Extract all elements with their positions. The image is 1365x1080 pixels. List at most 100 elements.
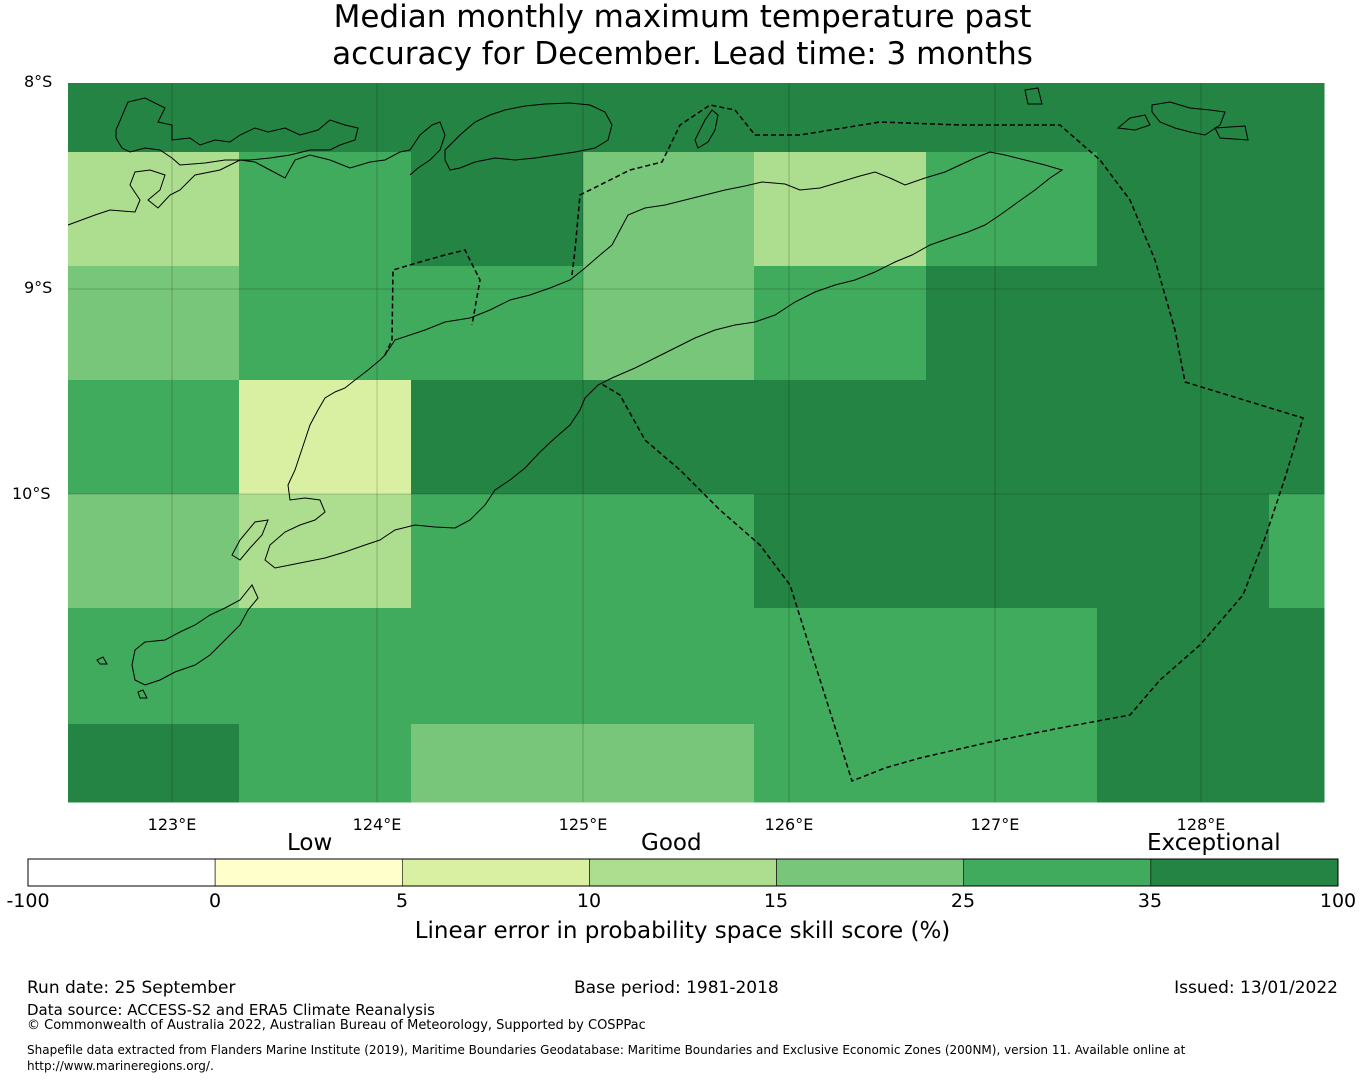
colorbar-category-good: Good: [641, 830, 702, 856]
grid-cell: [1097, 380, 1270, 495]
grid-cell: [583, 152, 755, 267]
grid-cell: [1269, 152, 1325, 267]
grid-cell: [1269, 266, 1325, 381]
grid-cell: [583, 724, 755, 803]
grid-cell: [239, 266, 412, 381]
grid-cell: [411, 494, 584, 609]
grid-cell: [583, 608, 755, 725]
grid-cell: [754, 152, 927, 267]
lat-label-8s: 8°S: [24, 72, 53, 91]
grid-cell: [411, 266, 584, 381]
copyright: © Commonwealth of Australia 2022, Austra…: [27, 1018, 646, 1033]
grid-cell: [754, 724, 927, 803]
coastline-pantar-alor: [409, 121, 446, 176]
colorbar-segment: [214, 858, 403, 887]
grid-cell: [583, 380, 755, 495]
grid-cell: [1097, 83, 1270, 153]
grid-cell: [583, 83, 755, 153]
grid-cell: [1097, 724, 1270, 803]
colorbar-frame: [27, 858, 1339, 887]
grid-cell: [411, 380, 584, 495]
lon-label-126e: 126°E: [764, 815, 814, 834]
grid-cell: [1269, 380, 1325, 495]
lat-label-9s: 9°S: [24, 278, 53, 297]
colorbar-category-exceptional: Exceptional: [1147, 830, 1281, 856]
coastline-small-island-2: [1024, 87, 1043, 105]
maritime-boundaries: [384, 104, 1304, 782]
lat-label-10s: 10°S: [12, 484, 51, 503]
grid-cell: [754, 608, 927, 725]
coastline-rote: [231, 519, 269, 561]
chart-title-line1: Median monthly maximum temperature past: [333, 0, 1032, 35]
grid-cell: [239, 724, 412, 803]
colorbar-tick: -100: [6, 890, 50, 912]
colorbar-title: Linear error in probability space skill …: [414, 918, 951, 944]
grid-cell: [68, 380, 240, 495]
grid-cell: [68, 494, 240, 609]
issued-date: Issued: 13/01/2022: [1174, 978, 1338, 998]
grid-cell: [1269, 494, 1325, 609]
coastline-wetar: [1151, 101, 1226, 136]
coastline-flores-alor: [115, 97, 359, 166]
grid-cell: [411, 83, 584, 153]
coastline-atauro: [694, 109, 719, 149]
grid-cell: [583, 266, 755, 381]
grid-cell: [1269, 83, 1325, 153]
grid-cell: [411, 608, 584, 725]
coastline-south-flores: [67, 149, 411, 226]
grid-cell: [68, 266, 240, 381]
colorbar-tick: 15: [763, 890, 789, 912]
lon-label-125e: 125°E: [558, 815, 608, 834]
grid-cell: [239, 608, 412, 725]
colorbar-tick: 5: [395, 890, 409, 912]
colorbar-tick: 25: [950, 890, 976, 912]
colorbar-segment: [776, 858, 965, 887]
grid-cell: [239, 494, 412, 609]
grid-cell: [68, 608, 240, 725]
grid-cell: [1097, 608, 1270, 725]
colorbar-segment: [589, 858, 777, 887]
chart-title-line2: accuracy for December. Lead time: 3 mont…: [332, 36, 1033, 72]
colorbar-tick: 0: [208, 890, 222, 912]
colorbar-tick: 10: [576, 890, 602, 912]
oecusse-boundary: [384, 249, 481, 356]
eez-boundary: [571, 104, 1304, 782]
coastlines: [67, 87, 1249, 699]
colorbar-segment: [1150, 858, 1339, 887]
colorbar-segment: [401, 858, 590, 887]
grid-cell: [239, 83, 412, 153]
coastline-north-timor: [444, 102, 613, 171]
grid-cell: [926, 152, 1098, 267]
grid-cell: [68, 724, 240, 803]
skill-grid: [68, 83, 1325, 803]
colorbar: [27, 858, 1339, 887]
coastline-small-island-4: [96, 656, 108, 665]
grid-cell: [926, 380, 1098, 495]
colorbar-tick: 35: [1137, 890, 1163, 912]
run-date: Run date: 25 September: [27, 978, 236, 998]
grid-cell: [1269, 724, 1325, 803]
base-period: Base period: 1981-2018: [574, 978, 779, 998]
grid-cell: [411, 724, 584, 803]
coastline-small-island-3: [1214, 125, 1249, 141]
graticule: [68, 83, 1324, 802]
grid-cell: [1097, 494, 1270, 609]
coastline-small-island-5: [137, 689, 148, 699]
shapefile-credit-line2: http://www.marineregions.org/.: [27, 1059, 214, 1073]
shapefile-credit-line1: Shapefile data extracted from Flanders M…: [27, 1043, 1186, 1057]
grid-cell: [926, 83, 1098, 153]
grid-cell: [411, 152, 584, 267]
grid-cell: [754, 266, 927, 381]
grid-cell: [926, 608, 1098, 725]
coastline-sawu: [131, 584, 259, 686]
grid-cell: [239, 380, 412, 495]
colorbar-tick: 100: [1319, 890, 1357, 912]
colorbar-segment: [963, 858, 1152, 887]
grid-cell: [1097, 152, 1270, 267]
coastline-timor-main: [264, 151, 1064, 569]
grid-cell: [926, 494, 1098, 609]
grid-cell: [68, 83, 240, 153]
grid-cell: [926, 266, 1098, 381]
coastline-small-island-1: [1116, 114, 1151, 131]
